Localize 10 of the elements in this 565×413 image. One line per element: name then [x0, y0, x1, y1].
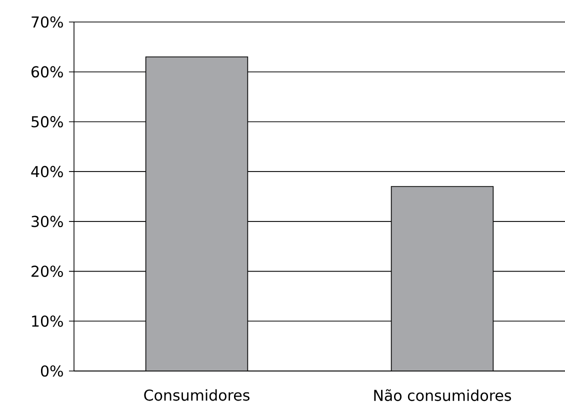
y-tick-label: 20% [32, 266, 63, 277]
y-tick-label: 30% [32, 216, 63, 228]
x-tick-label: Consumidores [144, 389, 250, 401]
x-tick-label: Não consumidores [374, 389, 512, 402]
y-tick-label: 60% [32, 66, 63, 78]
y-tick-label: 40% [31, 166, 63, 178]
y-tick-label: 50% [32, 116, 63, 128]
y-tick-label: 70% [32, 16, 63, 28]
y-tick-label: 10% [32, 315, 63, 327]
y-tick-label: 0% [40, 365, 63, 377]
